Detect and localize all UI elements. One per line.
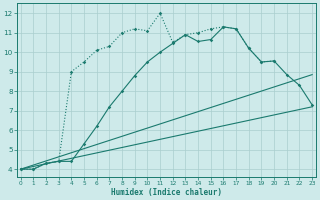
X-axis label: Humidex (Indice chaleur): Humidex (Indice chaleur)	[111, 188, 222, 197]
